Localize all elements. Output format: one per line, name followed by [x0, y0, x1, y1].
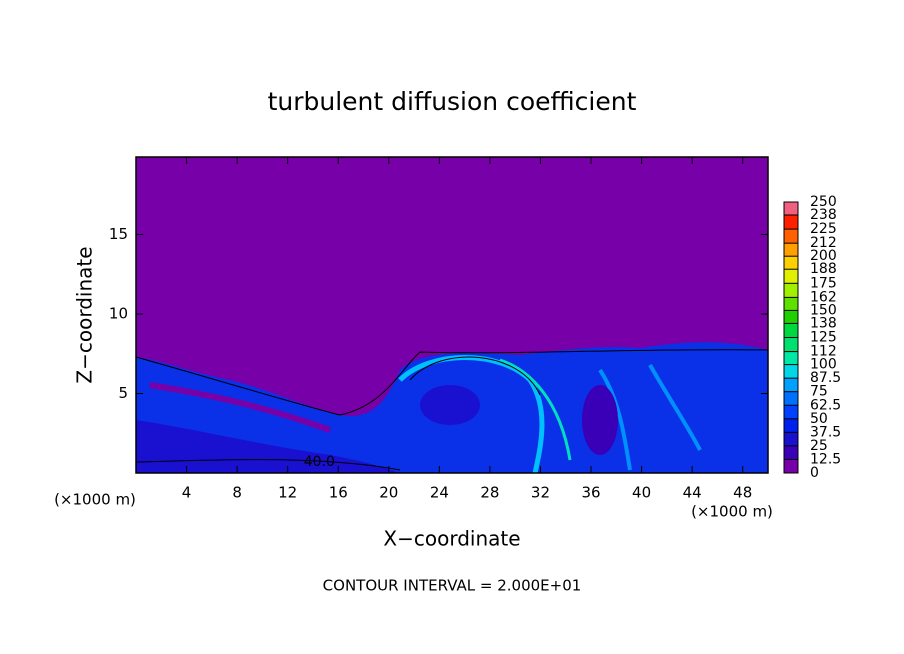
- colorbar-band: [784, 432, 798, 446]
- chart-title: turbulent diffusion coefficient: [268, 87, 637, 116]
- colorbar-band: [784, 351, 798, 365]
- field-swirl: [598, 364, 702, 471]
- footnote: CONTOUR INTERVAL = 2.000E+01: [323, 577, 582, 595]
- x-tick-label: 28: [480, 484, 499, 502]
- x-unit: (×1000 m): [691, 503, 773, 521]
- colorbar-label: 62.5: [810, 397, 841, 413]
- colorbar-band: [784, 229, 798, 244]
- colorbar-band: [784, 243, 798, 257]
- colorbar-label: 12.5: [810, 451, 841, 467]
- colorbar-band: [784, 459, 798, 473]
- colorbar-label: 225: [810, 221, 837, 237]
- x-tick-label: 32: [531, 484, 550, 502]
- field-streak: [149, 382, 332, 433]
- contour-field: [135, 156, 769, 474]
- colorbar-band: [784, 378, 798, 392]
- colorbar-band: [784, 405, 798, 419]
- colorbar-label: 50: [810, 411, 828, 427]
- colorbar-band: [784, 215, 798, 230]
- y-tick-label: 15: [109, 225, 128, 243]
- plot-frame: [135, 156, 769, 474]
- colorbar-label: 125: [810, 330, 837, 346]
- colorbar-label: 162: [810, 289, 837, 305]
- colorbar-band: [784, 283, 798, 298]
- contour-label: 40.0: [304, 454, 335, 470]
- colorbar-label: 25: [810, 438, 828, 454]
- x-tick-label: 12: [278, 484, 297, 502]
- y-unit: (×1000 m): [54, 491, 136, 509]
- colorbar-band: [784, 391, 798, 406]
- colorbar-label: 212: [810, 235, 837, 251]
- x-tick-label: 44: [683, 484, 702, 502]
- colorbar-label: 37.5: [810, 424, 841, 440]
- colorbar-band: [784, 445, 798, 460]
- x-tick-label: 40: [632, 484, 651, 502]
- colorbar-label: 238: [810, 207, 837, 223]
- y-tick-label: 10: [109, 305, 128, 323]
- colorbar-label: 150: [810, 302, 837, 318]
- x-tick-label: 4: [182, 484, 192, 502]
- colorbar-label: 138: [810, 315, 837, 331]
- contour-line: [135, 349, 769, 416]
- field-blob: [582, 385, 618, 455]
- colorbar-label: 87.5: [810, 370, 841, 386]
- colorbar-label: 200: [810, 248, 837, 264]
- y-axis-label: Z−coordinate: [73, 246, 97, 383]
- x-tick-label: 8: [232, 484, 242, 502]
- x-tick-label: 24: [430, 484, 449, 502]
- colorbar-band: [784, 418, 798, 433]
- x-tick-label: 16: [329, 484, 348, 502]
- colorbar-band: [784, 202, 798, 216]
- colorbar-label: 100: [810, 357, 837, 373]
- colorbar-label: 250: [810, 194, 837, 210]
- y-tick-label: 5: [118, 384, 128, 402]
- field-dark: [136, 420, 400, 473]
- x-tick-label: 36: [581, 484, 600, 502]
- colorbar-band: [784, 337, 798, 352]
- colorbar-band: [784, 297, 798, 311]
- colorbar-band: [784, 256, 798, 270]
- field-blob: [420, 385, 480, 425]
- x-axis-label: X−coordinate: [383, 527, 520, 551]
- colorbar-label: 112: [810, 344, 837, 360]
- field-swirl: [499, 358, 572, 461]
- colorbar-band: [784, 310, 798, 324]
- x-tick-label: 48: [733, 484, 752, 502]
- colorbar-label: 75: [810, 384, 828, 400]
- colorbar-band: [784, 364, 798, 379]
- colorbar-label: 175: [810, 275, 837, 291]
- colorbar-band: [784, 323, 798, 338]
- x-tick-label: 20: [379, 484, 398, 502]
- colorbar-label: 0: [810, 465, 819, 481]
- contour-line: [135, 356, 541, 471]
- colorbar-band: [784, 269, 798, 284]
- colorbar-label: 188: [810, 261, 837, 277]
